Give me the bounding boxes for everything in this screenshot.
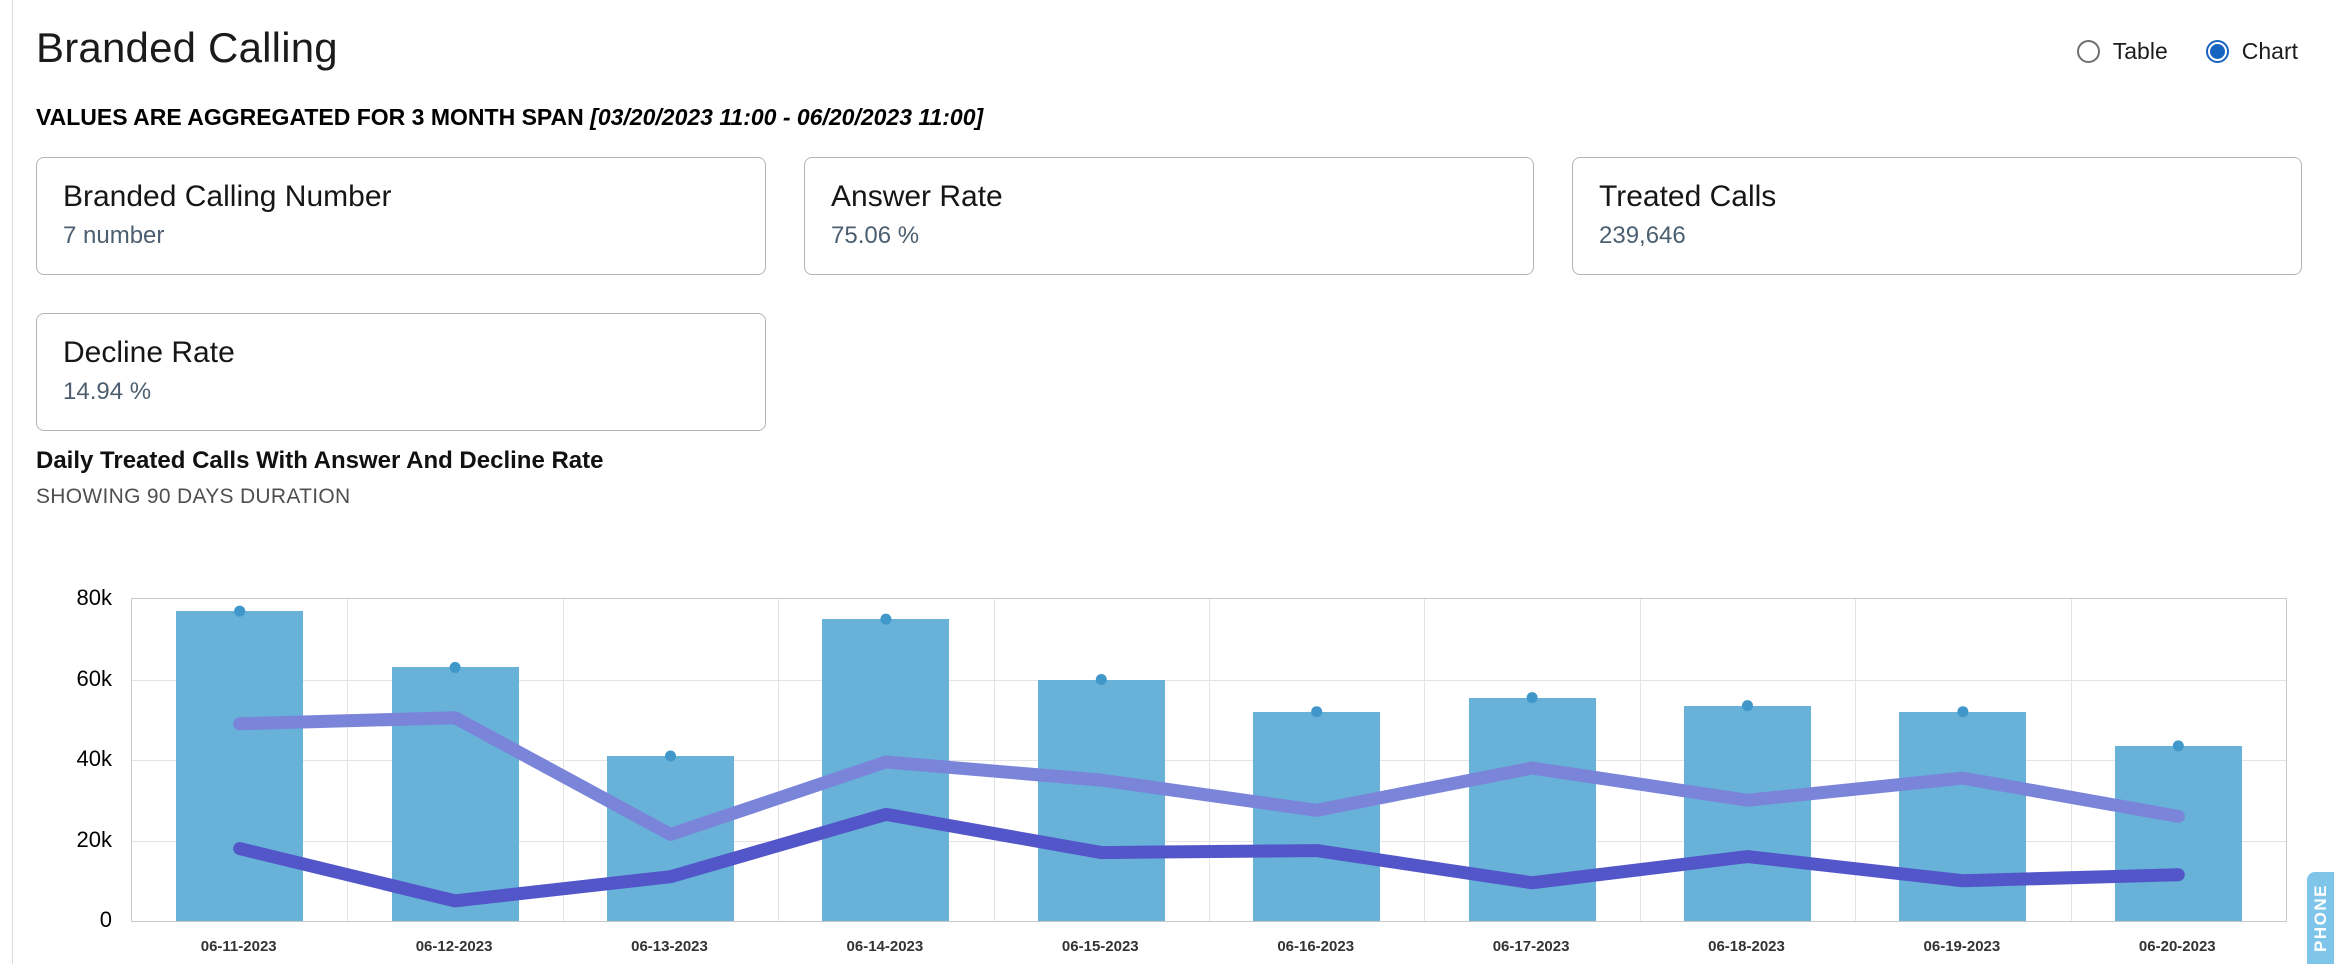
bar-top-marker-dot [665,750,676,762]
treated-calls-bar [176,611,304,921]
y-axis-label: 60k [76,665,112,691]
stat-cards: Branded Calling Number 7 number Answer R… [36,157,2302,431]
x-axis-label: 06-11-2023 [200,938,277,955]
table-radio-label: Table [2112,38,2168,64]
x-axis-label: 06-13-2023 [631,938,708,955]
treated-calls-bar [391,667,519,921]
phone-drawer-tab[interactable]: PHONE [2307,872,2334,964]
stat-card-answer-rate: Answer Rate 75.06 % [804,157,1534,275]
vertical-gridline [347,599,349,921]
left-edge-divider [12,0,13,964]
bar-top-marker-dot [449,661,461,673]
stat-card-value: 75.06 % [831,222,920,249]
main-content: Branded Calling VALUES ARE AGGREGATED FO… [36,0,2334,509]
stat-card-value: 14.94 % [63,378,152,405]
bar-top-marker-dot [1957,706,1969,718]
vertical-gridline [1639,599,1641,921]
x-axis-label: 06-14-2023 [846,938,924,955]
y-axis-label: 40k [76,746,112,771]
bar-top-marker-dot [1095,674,1107,685]
page-title: Branded Calling [36,24,338,71]
chart-section-title: Daily Treated Calls With Answer And Decl… [36,447,604,474]
x-axis-label: 06-20-2023 [2138,938,2216,955]
bar-top-marker-dot [2172,740,2184,752]
chart-section-subtitle: SHOWING 90 DAYS DURATION [36,485,351,508]
stat-card-title: Answer Rate [831,180,1003,213]
vertical-gridline [993,599,995,921]
stat-card-title: Decline Rate [63,336,235,369]
vertical-gridline [1855,599,1857,921]
treated-calls-bar [1683,705,1812,921]
y-axis-label: 0 [99,907,112,932]
treated-calls-bar [1037,679,1165,921]
x-axis-label: 06-19-2023 [1923,938,2001,955]
chart-canvas: 80k 60k 40k 20k 0 06-11-2023 06-12-2023 06-13-2… [0,560,2334,964]
stat-card-value: 7 number [63,222,165,249]
treated-calls-bar [2114,745,2242,921]
chart-radio-label: Chart [2241,38,2298,64]
decline-rate-line [233,807,2185,908]
bar-top-marker-dot [1311,706,1323,718]
plot-area [131,598,2287,922]
phone-drawer-tab-label: PHONE [2310,884,2330,952]
view-toggle-chart[interactable]: Chart [2205,38,2298,65]
answer-rate-line [233,711,2185,841]
vertical-gridline [2070,599,2072,921]
aggregation-note-text: VALUES ARE AGGREGATED FOR 3 MONTH SPAN [36,104,584,130]
vertical-gridline [562,599,564,921]
stat-card-value: 239,646 [1599,222,1686,249]
table-radio-icon[interactable] [2076,40,2100,63]
view-toggle-table[interactable]: Table [2076,38,2168,65]
vertical-gridline [1424,599,1426,921]
stat-card-title: Branded Calling Number [63,180,392,213]
vertical-gridline [778,599,780,921]
bar-top-marker-dot [1742,700,1753,712]
bar-top-marker-dot [880,613,892,625]
stat-card-decline-rate: Decline Rate 14.94 % [36,313,766,431]
stat-card-title: Treated Calls [1599,180,1777,213]
view-toggle: Table Chart [2076,38,2298,65]
x-axis-label: 06-16-2023 [1277,938,1355,955]
x-axis-label: 06-17-2023 [1492,938,1570,955]
x-axis-label: 06-12-2023 [415,938,493,955]
chart-radio-icon[interactable] [2205,40,2229,63]
x-axis-label: 06-15-2023 [1061,938,1139,955]
bar-top-marker-dot [234,605,246,617]
bar-top-marker-dot [1526,692,1538,704]
line-series-overlay [233,605,2185,908]
x-axis-label: 06-18-2023 [1708,938,1785,955]
aggregation-date-range: [03/20/2023 11:00 - 06/20/2023 11:00] [590,104,984,130]
y-axis-label: 80k [76,585,112,610]
stat-card-branded-calling-number: Branded Calling Number 7 number [36,157,766,275]
vertical-gridline [1209,599,1210,921]
stat-card-treated-calls: Treated Calls 239,646 [1572,157,2302,275]
aggregation-note: VALUES ARE AGGREGATED FOR 3 MONTH SPAN [… [36,104,2334,131]
y-axis-label: 20k [76,826,112,852]
